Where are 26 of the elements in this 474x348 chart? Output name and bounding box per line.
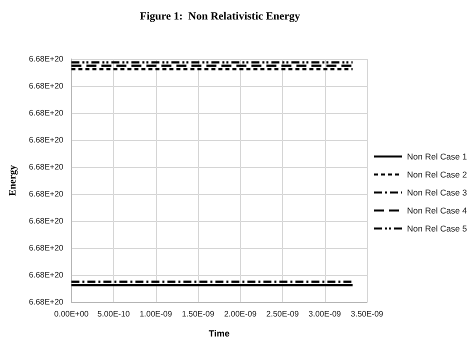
- x-tick-label: 5.00E-10: [97, 310, 130, 318]
- legend-label: Non Rel Case 4: [407, 206, 468, 216]
- x-tick-label: 2.50E-09: [266, 310, 300, 318]
- y-tick-label: 6.68E+20: [28, 82, 64, 90]
- x-tick-label: 1.00E-09: [140, 310, 173, 318]
- y-axis-title: Energy: [8, 164, 18, 196]
- y-tick-label: 6.68E+20: [28, 162, 64, 172]
- x-tick-label: 1.50E-09: [182, 310, 215, 318]
- legend-label: Non Rel Case 1: [407, 152, 468, 162]
- legend-label: Non Rel Case 3: [407, 188, 468, 198]
- x-axis-title: Time: [208, 328, 230, 338]
- x-tick-label: 3.00E-09: [308, 310, 342, 318]
- x-tick-label: 0.00E+00: [54, 310, 90, 318]
- chart-title: Figure 1: Non Relativistic Energy: [140, 10, 301, 22]
- x-tick-label: 3.50E-09: [350, 310, 384, 318]
- x-tick-label: 2.00E-09: [224, 310, 258, 318]
- y-tick-label: 6.68E+20: [28, 298, 64, 306]
- y-tick-label: 6.68E+20: [28, 244, 64, 252]
- y-tick-label: 6.68E+20: [28, 190, 64, 198]
- legend-label: Non Rel Case 2: [407, 170, 468, 180]
- y-tick-label: 6.68E+20: [28, 108, 64, 118]
- legend-label: Non Rel Case 5: [407, 224, 468, 234]
- y-tick-label: 6.68E+20: [28, 136, 64, 144]
- y-tick-label: 6.68E+20: [28, 270, 64, 280]
- y-tick-label: 6.68E+20: [28, 216, 64, 226]
- y-tick-label: 6.68E+20: [28, 54, 64, 64]
